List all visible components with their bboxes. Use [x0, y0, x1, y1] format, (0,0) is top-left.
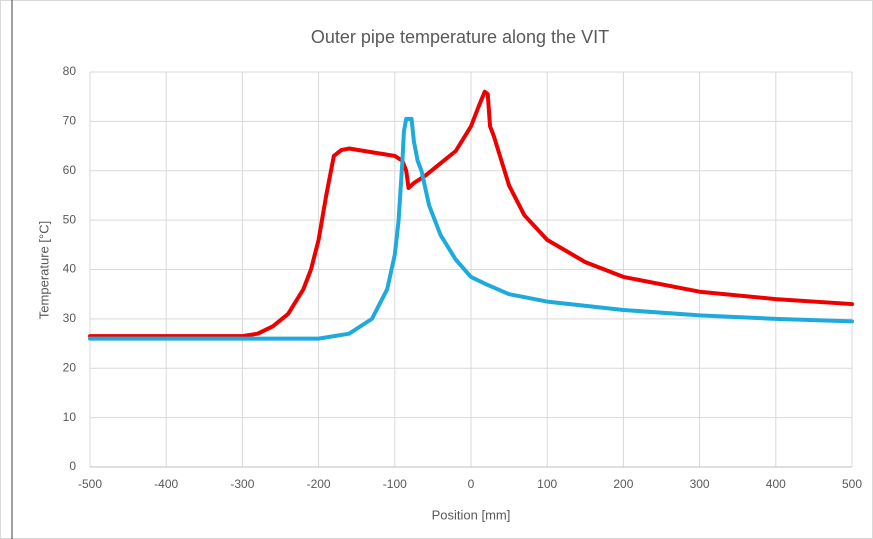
series-line: [88, 89, 854, 339]
y-tick-label: 60: [63, 163, 77, 177]
x-tick-label: -200: [307, 477, 331, 491]
x-tick-label: -300: [230, 477, 254, 491]
chart-title: Outer pipe temperature along the VIT: [311, 27, 609, 47]
y-tick-label: 70: [63, 114, 77, 128]
y-tick-label: 50: [63, 212, 77, 226]
y-tick-label: 80: [63, 64, 77, 78]
y-axis-title: Temperature [°C]: [36, 221, 51, 319]
x-tick-label: -100: [383, 477, 407, 491]
x-tick-label: 0: [468, 477, 475, 491]
y-tick-label: 40: [63, 262, 77, 276]
x-axis-title: Position [mm]: [432, 507, 511, 522]
x-tick-label: 300: [690, 477, 710, 491]
x-tick-label: 100: [537, 477, 557, 491]
y-tick-label: 20: [63, 360, 77, 374]
x-tick-label: 200: [613, 477, 633, 491]
x-tick-label: 500: [842, 477, 862, 491]
series-line: [88, 116, 854, 341]
x-tick-label: -500: [78, 477, 102, 491]
y-tick-label: 10: [63, 410, 77, 424]
y-tick-label: 0: [69, 459, 76, 473]
y-tick-label: 30: [63, 311, 77, 325]
x-tick-label: 400: [766, 477, 786, 491]
x-tick-label: -400: [154, 477, 178, 491]
